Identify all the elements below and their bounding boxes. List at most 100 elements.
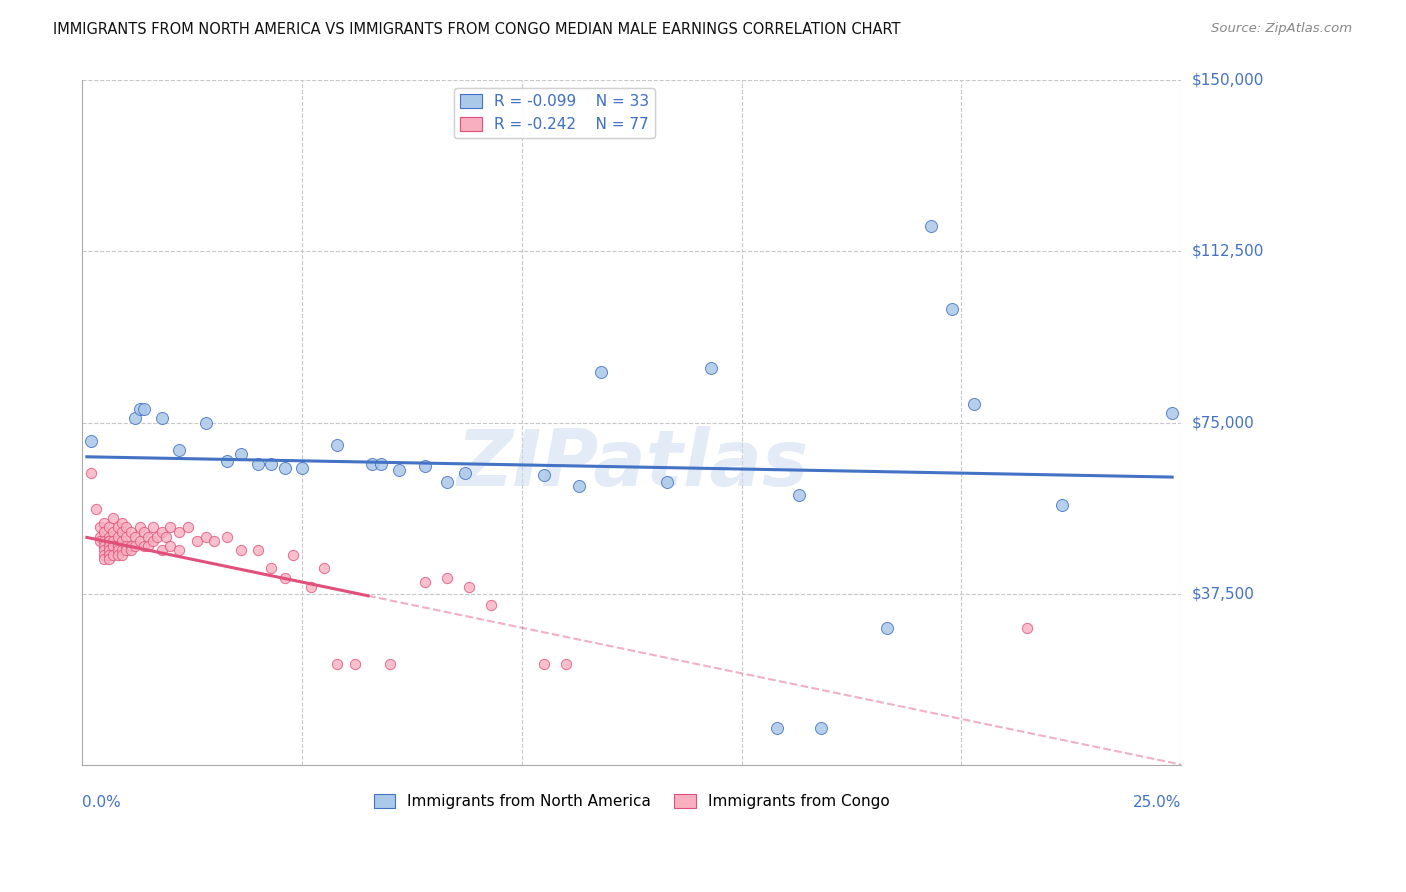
- Point: [343, 657, 366, 672]
- Point: [93, 552, 115, 566]
- Point: [1161, 406, 1184, 420]
- Point: [479, 598, 502, 612]
- Point: [80, 434, 103, 448]
- Point: [260, 561, 283, 575]
- Point: [194, 529, 217, 543]
- Point: [97, 529, 120, 543]
- Point: [326, 657, 349, 672]
- Point: [765, 721, 787, 735]
- Point: [97, 534, 120, 549]
- Point: [132, 539, 155, 553]
- Point: [115, 529, 138, 543]
- Point: [194, 416, 217, 430]
- Point: [1017, 621, 1039, 635]
- Point: [111, 534, 134, 549]
- Point: [378, 657, 401, 672]
- Point: [138, 529, 160, 543]
- Text: IMMIGRANTS FROM NORTH AMERICA VS IMMIGRANTS FROM CONGO MEDIAN MALE EARNINGS CORR: IMMIGRANTS FROM NORTH AMERICA VS IMMIGRA…: [53, 22, 901, 37]
- Point: [291, 461, 314, 475]
- Point: [111, 543, 134, 558]
- Point: [533, 657, 555, 672]
- Point: [89, 529, 111, 543]
- Point: [554, 657, 576, 672]
- Point: [142, 534, 165, 549]
- Point: [202, 534, 225, 549]
- Point: [361, 457, 384, 471]
- Point: [124, 529, 146, 543]
- Point: [120, 543, 142, 558]
- Text: 0.0%: 0.0%: [83, 795, 121, 810]
- Point: [103, 539, 125, 553]
- Point: [111, 516, 134, 530]
- Point: [454, 466, 477, 480]
- Point: [920, 219, 942, 234]
- Point: [124, 411, 146, 425]
- Point: [107, 543, 129, 558]
- Point: [273, 461, 295, 475]
- Point: [589, 365, 612, 379]
- Point: [107, 539, 129, 553]
- Point: [326, 438, 349, 452]
- Point: [89, 534, 111, 549]
- Point: [260, 457, 283, 471]
- Point: [93, 516, 115, 530]
- Point: [229, 447, 252, 461]
- Point: [299, 580, 322, 594]
- Point: [150, 543, 173, 558]
- Point: [103, 511, 125, 525]
- Point: [388, 463, 411, 477]
- Point: [132, 401, 155, 416]
- Point: [128, 534, 150, 549]
- Text: $112,500: $112,500: [1192, 244, 1264, 259]
- Point: [93, 524, 115, 539]
- Point: [142, 520, 165, 534]
- Point: [93, 543, 115, 558]
- Point: [186, 534, 208, 549]
- Point: [167, 543, 190, 558]
- Point: [413, 458, 436, 473]
- Point: [115, 543, 138, 558]
- Point: [89, 520, 111, 534]
- Point: [120, 524, 142, 539]
- Point: [655, 475, 678, 489]
- Point: [103, 548, 125, 562]
- Point: [97, 548, 120, 562]
- Point: [84, 502, 107, 516]
- Point: [217, 454, 239, 468]
- Point: [120, 539, 142, 553]
- Point: [436, 475, 458, 489]
- Point: [413, 575, 436, 590]
- Point: [111, 548, 134, 562]
- Point: [103, 534, 125, 549]
- Point: [107, 529, 129, 543]
- Point: [217, 529, 239, 543]
- Point: [458, 580, 481, 594]
- Point: [700, 360, 723, 375]
- Point: [787, 488, 810, 502]
- Text: 25.0%: 25.0%: [1133, 795, 1181, 810]
- Point: [107, 520, 129, 534]
- Point: [247, 543, 270, 558]
- Point: [93, 548, 115, 562]
- Point: [111, 524, 134, 539]
- Point: [103, 524, 125, 539]
- Point: [167, 524, 190, 539]
- Text: $150,000: $150,000: [1192, 73, 1264, 88]
- Point: [155, 529, 177, 543]
- Point: [107, 548, 129, 562]
- Text: Source: ZipAtlas.com: Source: ZipAtlas.com: [1212, 22, 1353, 36]
- Point: [876, 621, 898, 635]
- Point: [146, 529, 169, 543]
- Point: [93, 539, 115, 553]
- Point: [115, 539, 138, 553]
- Point: [568, 479, 591, 493]
- Point: [941, 301, 963, 316]
- Point: [314, 561, 336, 575]
- Text: $75,000: $75,000: [1192, 415, 1254, 430]
- Point: [97, 539, 120, 553]
- Point: [97, 552, 120, 566]
- Point: [177, 520, 200, 534]
- Point: [963, 397, 986, 411]
- Point: [132, 524, 155, 539]
- Point: [436, 570, 458, 584]
